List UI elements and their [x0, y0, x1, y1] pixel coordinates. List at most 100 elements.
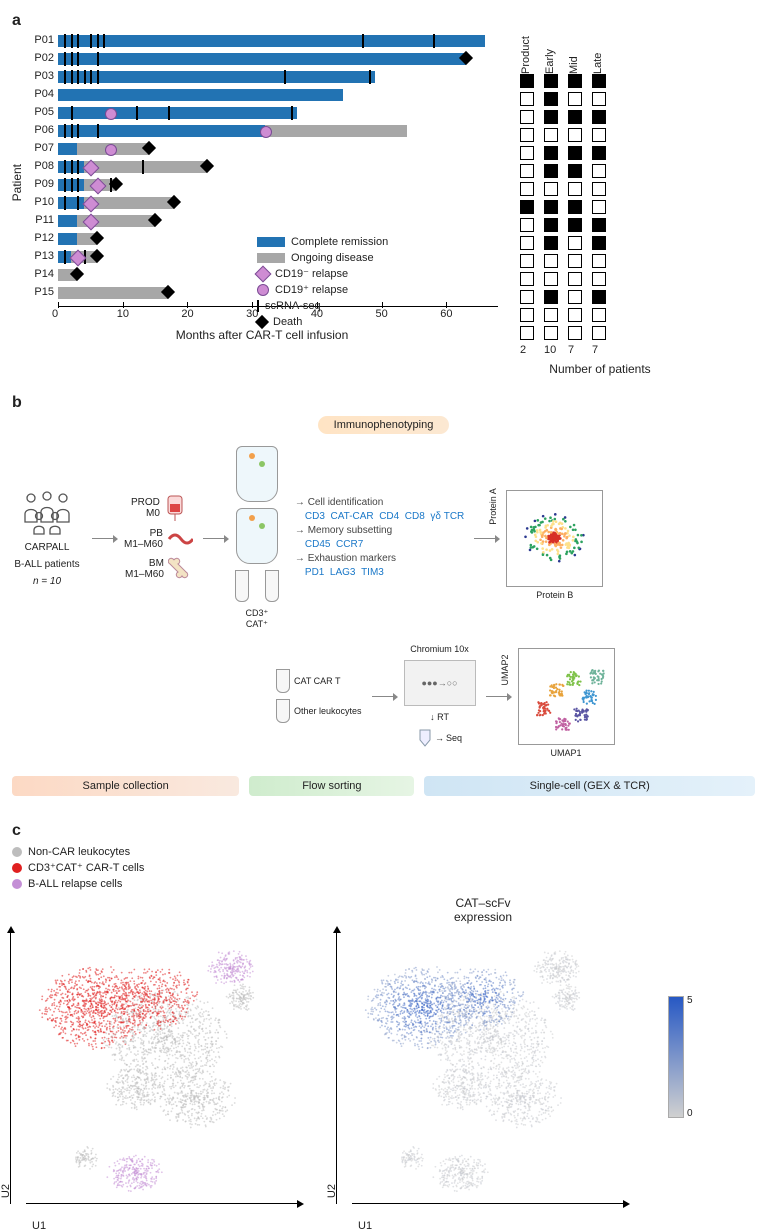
scrnaseq-tick — [77, 52, 79, 66]
patient-label: P15 — [12, 286, 54, 298]
panel-a-label: a — [12, 12, 755, 30]
matrix-row — [520, 74, 680, 88]
scrnaseq-tick — [168, 106, 170, 120]
swimmer-row-P03: P03 — [58, 70, 498, 84]
matrix-row — [520, 182, 680, 196]
matrix-cell — [592, 200, 606, 214]
arrow-icon — [474, 538, 496, 539]
swimmer-row-P08: P08 — [58, 160, 498, 174]
umap-left: U2 U1 — [12, 928, 302, 1218]
x-tick: 60 — [440, 308, 452, 320]
flow-scatter: Protein A Protein B — [506, 490, 603, 587]
matrix-cell — [520, 200, 534, 214]
segment-complete_remission — [58, 53, 466, 65]
scrnaseq-tick — [71, 160, 73, 174]
matrix-cell — [520, 128, 534, 142]
matrix-cell — [520, 218, 534, 232]
scatter-a-y-label: Protein A — [488, 488, 498, 525]
matrix-cell — [544, 74, 558, 88]
matrix-row — [520, 164, 680, 178]
sample-prod-label: PROD M0 — [131, 497, 160, 519]
swimmer-row-P11: P11 — [58, 214, 498, 228]
matrix-grid — [520, 74, 680, 340]
scrnaseq-tick — [64, 178, 66, 192]
scrnaseq-tick — [362, 34, 364, 48]
colorbar: 5 0 — [664, 996, 684, 1118]
stage-sample-collection: Sample collection — [12, 776, 239, 796]
blood-bag-icon — [164, 494, 186, 522]
stage-labels: Sample collection Flow sorting Single-ce… — [12, 776, 755, 796]
arrow-icon — [203, 538, 225, 539]
matrix-row — [520, 254, 680, 268]
matrix-row — [520, 218, 680, 232]
patient-label: P03 — [12, 70, 54, 82]
swimmer-row-P10: P10 — [58, 196, 498, 210]
legend-ball: B-ALL relapse cells — [28, 876, 122, 892]
scrnaseq-tick — [64, 250, 66, 264]
sample-bm-label: BM M1–M60 — [125, 558, 164, 580]
scrnaseq-tick — [77, 124, 79, 138]
scrnaseq-tick — [433, 34, 435, 48]
legend-noncar: Non-CAR leukocytes — [28, 844, 130, 860]
arrow-icon — [92, 538, 114, 539]
marker: CD8 — [405, 511, 425, 522]
cd19pos-marker — [260, 126, 272, 138]
swimmer-row-P05: P05 — [58, 106, 498, 120]
matrix-cell — [568, 290, 582, 304]
matrix-cell — [592, 92, 606, 106]
matrix-row — [520, 326, 680, 340]
scrnaseq-tick — [64, 160, 66, 174]
matrix-count: 10 — [544, 344, 568, 358]
patient-label: P11 — [12, 214, 54, 226]
umap-y-label: U2 — [326, 1184, 338, 1198]
matrix-cell — [568, 128, 582, 142]
flow-sorter-column: CD3⁺ CAT⁺ — [235, 446, 279, 630]
scrnaseq-tick — [142, 160, 144, 174]
matrix-cell — [592, 146, 606, 160]
matrix-cell — [520, 236, 534, 250]
segment-ongoing_disease — [84, 161, 207, 173]
matrix-cell — [568, 164, 582, 178]
matrix-cell — [520, 308, 534, 322]
umap-left-wrap: U2 U1 — [12, 928, 302, 1218]
scrnaseq-tick — [84, 70, 86, 84]
matrix-row — [520, 110, 680, 124]
matrix-row — [520, 128, 680, 142]
umap-x-label: U1 — [358, 1220, 372, 1232]
scrnaseq-tick — [64, 34, 66, 48]
x-tick: 0 — [52, 308, 58, 320]
matrix-cell — [520, 74, 534, 88]
immunophenotyping-header: Immunophenotyping — [318, 416, 450, 434]
patient-label: P01 — [12, 34, 54, 46]
matrix-cell — [520, 326, 534, 340]
matrix-cell — [544, 92, 558, 106]
matrix-cell — [592, 182, 606, 196]
segment-complete_remission — [58, 89, 343, 101]
cd19pos-marker — [105, 144, 117, 156]
swimmer-row-P09: P09 — [58, 178, 498, 192]
scatter-b-y-label: UMAP2 — [500, 654, 510, 685]
legend-cd19pos: CD19⁺ relapse — [275, 282, 348, 298]
sample-matrix: ProductEarlyMidLate 21077 Number of pati… — [520, 34, 680, 376]
scrnaseq-tick — [103, 34, 105, 48]
scatter-a-x-label: Protein B — [507, 590, 602, 600]
legend-car: CD3⁺CAT⁺ CAR-T cells — [28, 860, 144, 876]
matrix-cell — [568, 218, 582, 232]
colorbar-max: 5 — [687, 995, 693, 1006]
cat-car-t-label: CAT CAR T — [294, 676, 341, 686]
matrix-cell — [592, 110, 606, 124]
umap-y-label: U2 — [0, 1184, 12, 1198]
matrix-cell — [544, 110, 558, 124]
legend-cd19neg: CD19⁻ relapse — [275, 266, 348, 282]
matrix-cell — [544, 218, 558, 232]
chromium-label: Chromium 10x — [410, 644, 469, 654]
matrix-count: 7 — [592, 344, 616, 358]
matrix-cell — [520, 254, 534, 268]
exhaustion-head: → Exhaustion markers — [295, 552, 464, 566]
matrix-cell — [568, 92, 582, 106]
cohort-n: n = 10 — [33, 576, 61, 587]
scrnaseq-tick — [71, 178, 73, 192]
matrix-cell — [520, 182, 534, 196]
other-leuk-label: Other leukocytes — [294, 706, 362, 716]
umap-preview: UMAP2 UMAP1 — [518, 648, 615, 745]
